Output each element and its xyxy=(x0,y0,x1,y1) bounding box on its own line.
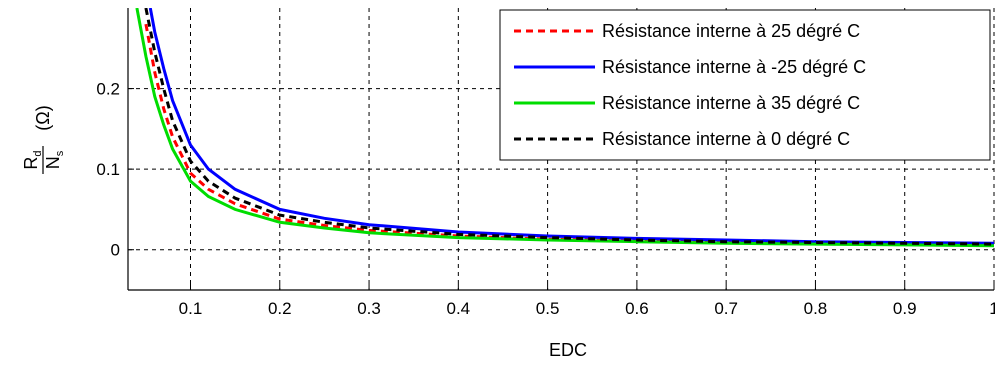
legend: Résistance interne à 25 dégré C Résistanc… xyxy=(499,9,991,161)
x-tick-label: 0.6 xyxy=(625,299,649,318)
x-tick-label: 0.7 xyxy=(714,299,738,318)
ticks: 0.1 0.2 0.3 0.4 0.5 0.6 0.7 0.8 0.9 1 0 0.1 0.2 xyxy=(96,80,995,318)
y-tick-label: 0.1 xyxy=(96,160,120,179)
x-tick-label: 1 xyxy=(989,299,995,318)
y-axis-label: Rd Ns (Ω) xyxy=(21,105,66,174)
legend-label-4: Résistance interne à 0 dégré C xyxy=(602,129,850,149)
y-label-unit: (Ω) xyxy=(33,105,53,130)
y-label-denominator-sub: s xyxy=(54,150,66,156)
x-tick-label: 0.4 xyxy=(447,299,471,318)
x-tick-label: 0.8 xyxy=(804,299,828,318)
y-label-numerator-sub: d xyxy=(32,150,44,156)
x-tick-label: 0.9 xyxy=(893,299,917,318)
series-layer xyxy=(135,8,994,248)
x-axis-label: EDC xyxy=(549,340,587,360)
legend-label-2: Résistance interne à -25 dégré C xyxy=(602,57,866,77)
y-label-numerator: Rd xyxy=(21,150,44,169)
legend-label-1: Résistance interne à 25 dégré C xyxy=(602,21,860,41)
x-tick-label: 0.3 xyxy=(357,299,381,318)
y-label-numerator-main: R xyxy=(21,157,41,170)
x-tick-label: 0.2 xyxy=(268,299,292,318)
series-line-3 xyxy=(135,8,994,248)
y-tick-label: 0 xyxy=(111,241,120,260)
series-line-2 xyxy=(148,8,994,245)
x-tick-label: 0.5 xyxy=(536,299,560,318)
y-tick-label: 0.2 xyxy=(96,80,120,99)
y-label-denominator-main: N xyxy=(43,156,63,169)
axes xyxy=(127,8,994,291)
legend-label-3: Résistance interne à 35 dégré C xyxy=(602,93,860,113)
x-tick-label: 0.1 xyxy=(179,299,203,318)
y-label-denominator: Ns xyxy=(43,150,66,169)
legend-box xyxy=(499,9,991,161)
